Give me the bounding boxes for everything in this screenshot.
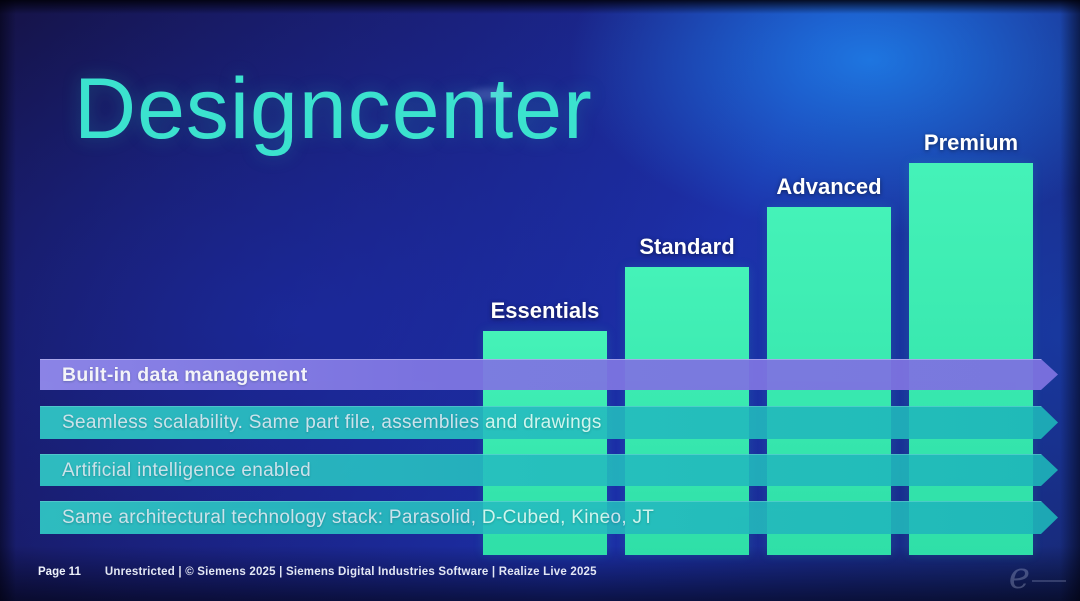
camera-glare — [468, 88, 510, 101]
footer: Page 11 Unrestricted | © Siemens 2025 | … — [38, 566, 597, 578]
feature-label-technology-stack: Same architectural technology stack: Par… — [62, 507, 655, 528]
slide-title: Designcenter — [74, 61, 593, 157]
photo-edge-bottom — [0, 546, 1080, 601]
photo-edge-right — [1060, 0, 1080, 601]
footer-info: Unrestricted | © Siemens 2025 | Siemens … — [104, 566, 597, 578]
feature-label-ai: Artificial intelligence enabled — [62, 459, 312, 481]
photo-edge-left — [0, 0, 16, 601]
eworks-watermark: e — [1009, 559, 1066, 595]
feature-band-ai: Artificial intelligence enabled — [40, 454, 1058, 486]
tier-label-advanced: Advanced — [776, 174, 882, 199]
tier-label-essentials: Essentials — [490, 298, 600, 323]
feature-label-scalability: Seamless scalability. Same part file, as… — [62, 412, 602, 433]
photo-edge-top — [0, 0, 1080, 14]
feature-band-technology-stack: Same architectural technology stack: Par… — [40, 501, 1058, 534]
tier-label-premium: Premium — [923, 130, 1019, 155]
tier-label-standard: Standard — [639, 234, 735, 259]
feature-band-scalability: Seamless scalability. Same part file, as… — [40, 406, 1058, 439]
feature-band-data-management: Built-in data management — [40, 359, 1058, 390]
page-number: Page 11 — [38, 566, 81, 578]
feature-label-data-management: Built-in data management — [62, 363, 308, 386]
